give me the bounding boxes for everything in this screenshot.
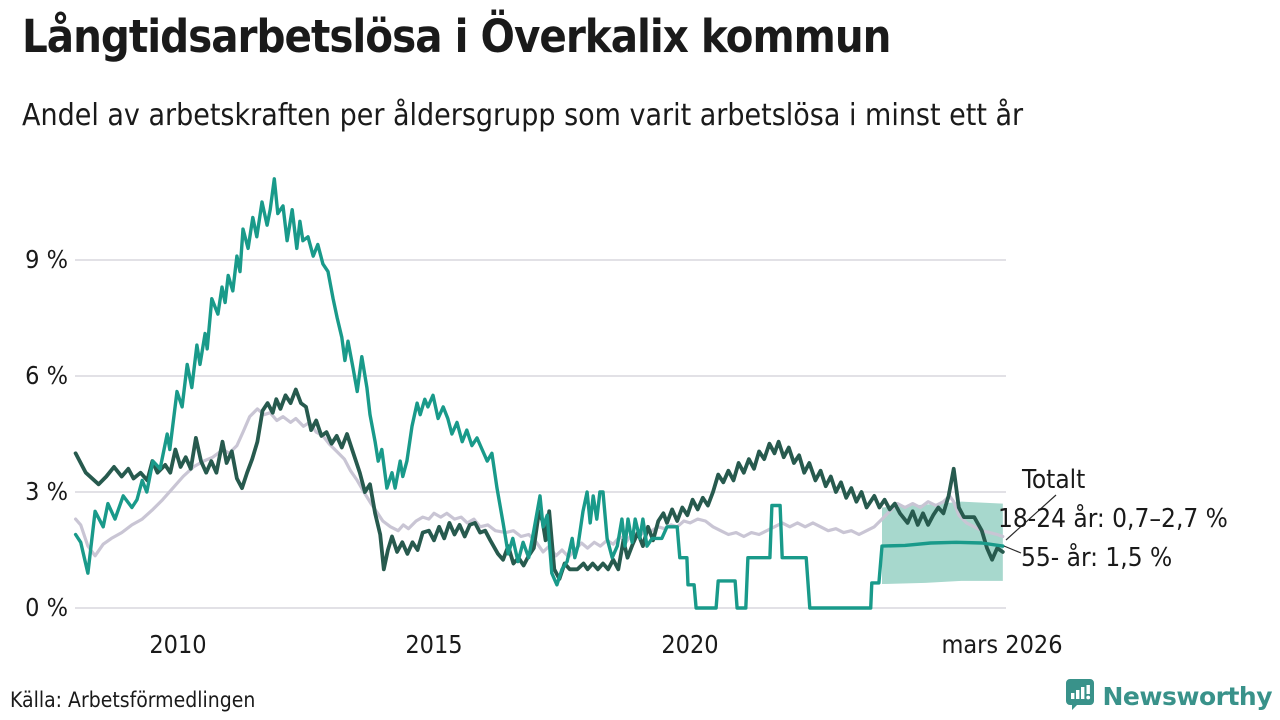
x-axis-tick-2010: 2010 xyxy=(149,630,207,659)
newsworthy-logo: Newsworthy xyxy=(1065,678,1273,715)
annotation-55: 55- år: 1,5 % xyxy=(1021,543,1173,573)
y-axis-tick-3: 3 % xyxy=(25,477,68,506)
page-subtitle: Andel av arbetskraften per åldersgrupp s… xyxy=(22,98,1024,133)
y-axis-tick-9: 9 % xyxy=(25,245,68,274)
y-axis-tick-0: 0 % xyxy=(25,593,68,622)
y-axis-tick-6: 6 % xyxy=(25,361,68,390)
x-axis-tick-mars-2026: mars 2026 xyxy=(941,630,1063,659)
annotation-totalt: Totalt xyxy=(1022,465,1086,495)
page-title: Långtidsarbetslösa i Överkalix kommun xyxy=(22,10,891,63)
source-note: Källa: Arbetsförmedlingen xyxy=(10,688,256,712)
x-axis-tick-2020: 2020 xyxy=(661,630,719,659)
annotation-18-24: 18-24 år: 0,7–2,7 % xyxy=(998,504,1228,534)
newsworthy-icon xyxy=(1065,678,1095,715)
newsworthy-wordmark: Newsworthy xyxy=(1102,682,1273,711)
x-axis-tick-2015: 2015 xyxy=(405,630,463,659)
